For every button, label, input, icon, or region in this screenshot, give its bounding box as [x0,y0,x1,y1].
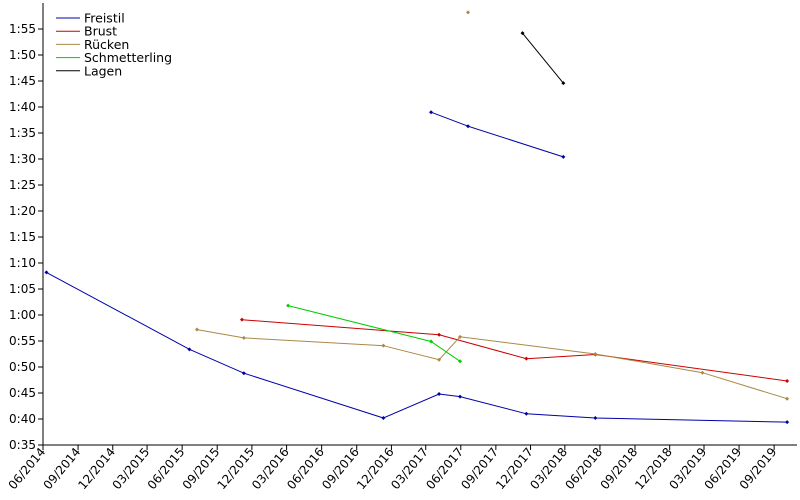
data-point [785,379,790,384]
y-tick-label: 1:40 [9,100,36,114]
data-point [241,335,246,340]
y-tick-label: 0:35 [9,438,36,452]
series-line [196,329,788,400]
data-point [286,303,291,308]
y-tick-label: 1:55 [9,22,36,36]
data-point [429,339,434,344]
series-3 [286,303,463,364]
data-point [241,371,246,376]
data-point [458,394,463,399]
data-point [593,415,598,420]
data-point [561,81,566,86]
y-tick-label: 1:25 [9,178,36,192]
data-point [44,270,49,275]
data-point [437,357,442,362]
y-tick-label: 1:00 [9,308,36,322]
series-layer [44,10,790,425]
data-point [458,359,463,364]
series-2 [195,10,790,401]
data-point [785,396,790,401]
data-point [458,334,463,339]
y-tick-label: 1:05 [9,282,36,296]
data-point [187,347,192,352]
y-tick-label: 1:15 [9,230,36,244]
data-point [593,352,598,356]
data-point [524,356,529,361]
data-point [520,31,525,36]
y-tick-label: 0:45 [9,386,36,400]
series-0 [44,110,790,425]
y-tick-label: 0:55 [9,334,36,348]
legend-label: Schmetterling [84,50,172,65]
data-point [429,110,434,115]
data-point [700,370,705,375]
y-tick-label: 1:30 [9,152,36,166]
data-point [437,392,442,397]
data-point [524,411,529,416]
data-point [195,327,200,332]
y-tick-label: 1:20 [9,204,36,218]
data-point [466,10,471,15]
data-point [437,332,442,337]
series-4 [520,31,566,86]
data-point [561,154,566,159]
data-point [239,317,244,322]
data-point [466,124,471,129]
legend-label: Lagen [84,63,122,78]
y-tick-label: 0:40 [9,412,36,426]
legend-label: Brust [84,24,117,39]
y-tick-label: 1:35 [9,126,36,140]
legend-label: Freistil [84,11,125,26]
legend-label: Rücken [84,37,129,52]
y-tick-label: 1:45 [9,74,36,88]
y-tick-label: 0:50 [9,360,36,374]
y-tick-label: 1:10 [9,256,36,270]
y-tick-label: 1:50 [9,48,36,62]
data-point [381,415,386,420]
data-point [381,343,386,348]
data-point [785,420,790,425]
series-line [522,32,564,84]
